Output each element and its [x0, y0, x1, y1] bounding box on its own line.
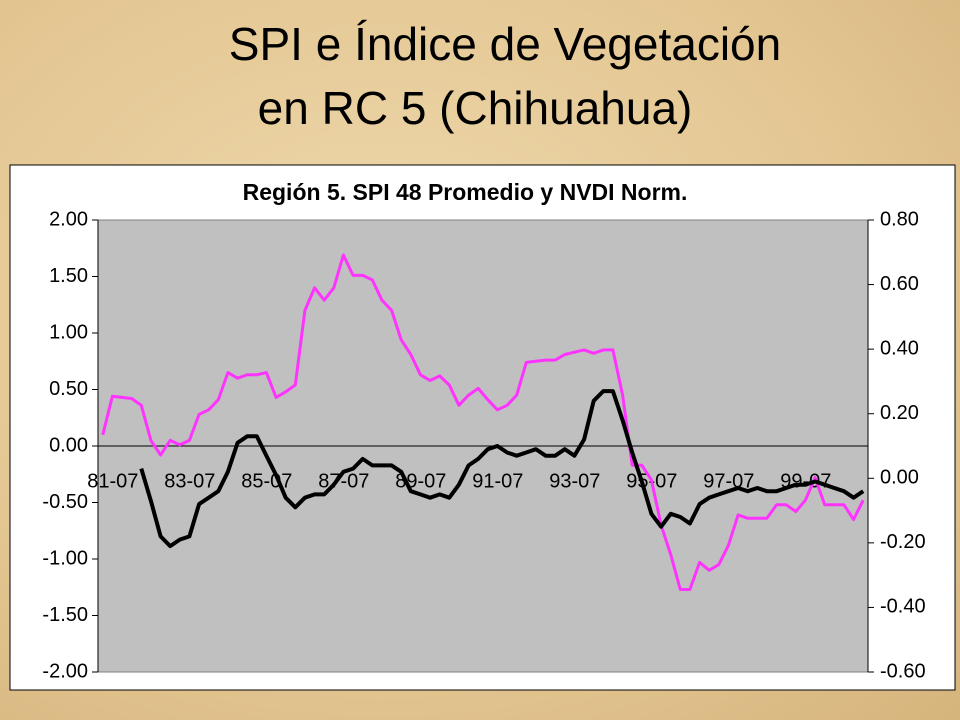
y2-tick-label: 0.80	[880, 208, 919, 230]
plot: -2.00 -1.50 -1.00 -0.50 0.00 0.50 1.00 1.50 2.00…	[42, 208, 925, 682]
y-tick-label: -2.00	[42, 660, 88, 682]
x-tick-label: 93-07	[549, 470, 600, 492]
y-tick-label: 2.00	[49, 208, 88, 230]
y2-tick-label: -0.60	[880, 660, 926, 682]
y-tick-label: 1.50	[49, 265, 88, 287]
y2-tick-label: -0.20	[880, 531, 926, 553]
y-tick-label: 0.50	[49, 378, 88, 400]
y-tick-label: -1.00	[42, 547, 88, 569]
y-tick-label: 0.00	[49, 434, 88, 456]
series-line	[139, 389, 865, 549]
x-tick-label: 97-07	[703, 470, 754, 492]
chart-title: Región 5. SPI 48 Promedio y NVDI Norm.	[243, 179, 688, 205]
series-line	[101, 253, 865, 591]
y-tick-label: -1.50	[42, 604, 88, 626]
y-tick-label: 1.00	[49, 321, 88, 343]
y2-tick-label: 0.00	[880, 467, 919, 489]
y2-tick-label: 0.20	[880, 402, 919, 424]
x-tick-label: 91-07	[472, 470, 523, 492]
y2-tick-label: 0.40	[880, 337, 919, 359]
x-tick-label: 81-07	[87, 470, 138, 492]
slide-title-line: en RC 5 (Chihuahua)	[258, 82, 693, 134]
x-tick-label: 83-07	[164, 470, 215, 492]
slide-title-line: SPI e Índice de Vegetación	[229, 18, 781, 70]
y2-tick-label: -0.40	[880, 596, 926, 618]
y-tick-label: -0.50	[42, 491, 88, 513]
x-tick-label: 85-07	[241, 470, 292, 492]
y2-tick-label: 0.60	[880, 273, 919, 295]
